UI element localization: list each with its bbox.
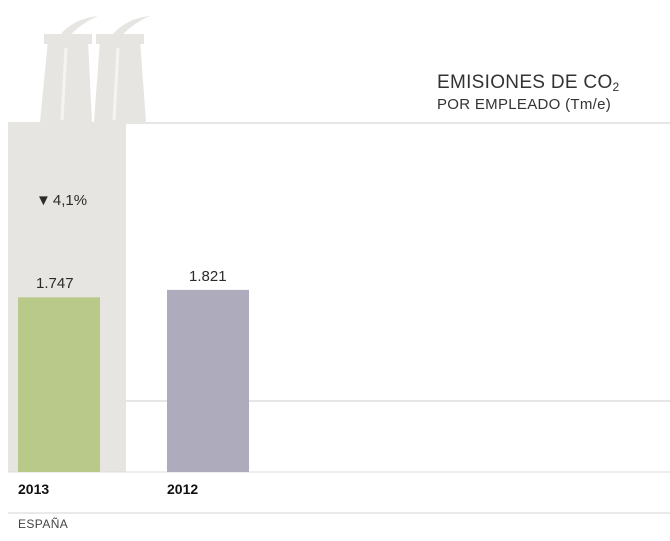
change-label: 4,1% bbox=[52, 192, 88, 209]
down-triangle-icon: ▼ bbox=[36, 192, 51, 209]
bar-2013 bbox=[18, 297, 100, 472]
region-label: ESPAÑA bbox=[18, 517, 69, 531]
chart-subtitle: POR EMPLEADO (Tm/e) bbox=[437, 96, 612, 113]
bar-2012 bbox=[167, 289, 249, 472]
value-label-2013: 1.747 bbox=[36, 275, 74, 293]
chart-title: EMISIONES DE CO2 bbox=[437, 72, 620, 94]
category-label-2013: 2013 bbox=[18, 481, 50, 497]
category-label-2012: 2012 bbox=[167, 481, 199, 497]
change-indicator: ▼ 4,1% bbox=[36, 192, 87, 209]
value-label-2012: 1.821 bbox=[189, 267, 227, 285]
